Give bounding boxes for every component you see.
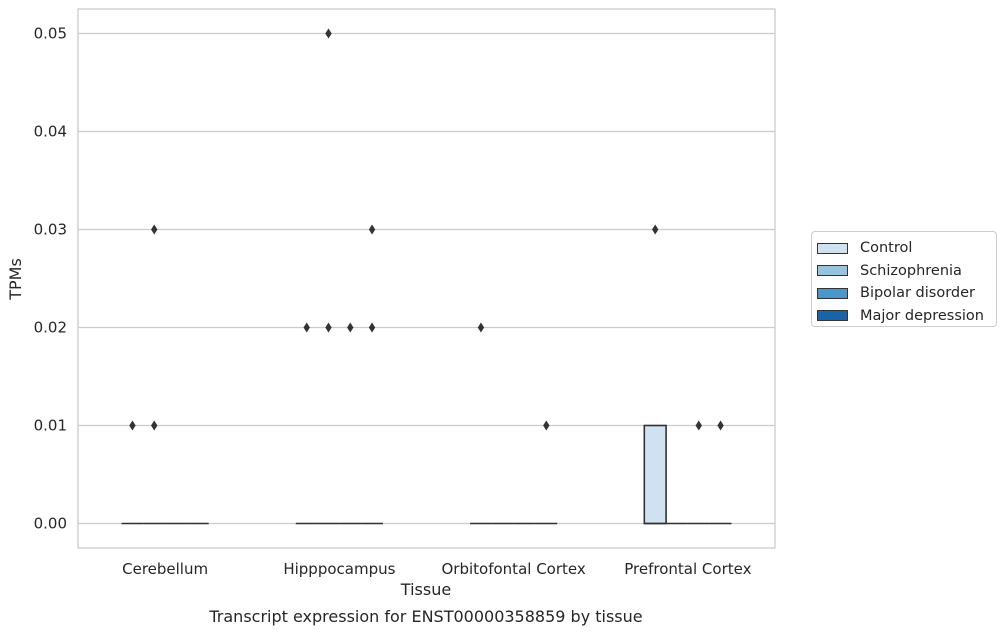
legend-label: Major depression <box>860 308 984 324</box>
outlier-point <box>325 323 331 333</box>
legend-item: Major depression <box>817 305 996 328</box>
x-tick-label: Cerebellum <box>122 560 208 578</box>
y-tick-label: 0.00 <box>34 515 67 533</box>
x-tick-label: Hipppocampus <box>283 560 395 578</box>
box-plot-marks <box>122 29 732 524</box>
legend-swatch <box>817 310 848 321</box>
chart-title: Transcript expression for ENST0000035885… <box>208 607 642 626</box>
x-tick-label: Prefrontal Cortex <box>624 560 751 578</box>
legend-label: Bipolar disorder <box>860 285 975 301</box>
outlier-point <box>696 421 702 431</box>
y-tick-label: 0.05 <box>34 25 67 43</box>
x-axis-title: Tissue <box>400 580 451 599</box>
legend-item: Schizophrenia <box>817 260 996 283</box>
outlier-point <box>369 323 375 333</box>
y-tick-label: 0.02 <box>34 319 67 337</box>
legend-label: Schizophrenia <box>860 263 962 279</box>
legend-item: Control <box>817 237 996 260</box>
y-tick-label: 0.03 <box>34 221 67 239</box>
outlier-point <box>325 29 331 39</box>
x-tick-label: Orbitofontal Cortex <box>442 560 586 578</box>
legend-item: Bipolar disorder <box>817 282 996 305</box>
outlier-point <box>717 421 723 431</box>
legend: Control Schizophrenia Bipolar disorder Majo… <box>811 231 997 327</box>
outlier-point <box>652 225 658 235</box>
legend-swatch <box>817 265 848 276</box>
x-tick-labels: Cerebellum Hipppocampus Orbitofontal Corte… <box>122 560 751 578</box>
outlier-point <box>478 323 484 333</box>
legend-label: Control <box>860 240 912 256</box>
y-tick-labels: 0.00 0.01 0.02 0.03 0.04 0.05 <box>34 25 67 533</box>
outlier-point <box>347 323 353 333</box>
outlier-point <box>151 225 157 235</box>
plot-area-frame <box>78 9 775 548</box>
box <box>644 426 666 524</box>
outlier-point <box>151 421 157 431</box>
outlier-point <box>304 323 310 333</box>
y-axis-title: TPMs <box>6 258 25 301</box>
outlier-point <box>369 225 375 235</box>
legend-swatch <box>817 243 848 254</box>
y-tick-label: 0.04 <box>34 123 67 141</box>
y-tick-label: 0.01 <box>34 417 67 435</box>
outlier-point <box>543 421 549 431</box>
legend-swatch <box>817 288 848 299</box>
outlier-point <box>129 421 135 431</box>
gridlines <box>78 34 775 524</box>
